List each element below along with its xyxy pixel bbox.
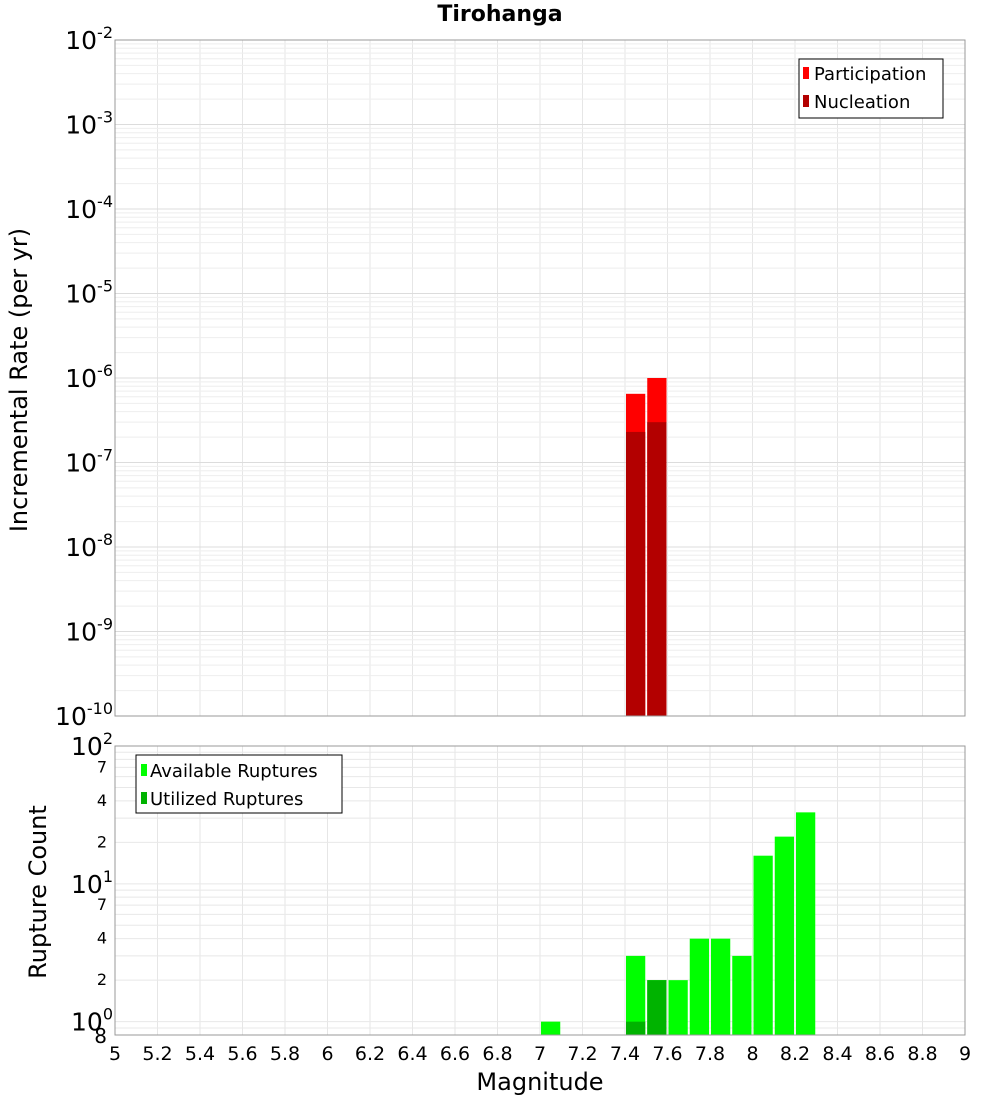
y-tick-label: 10-4	[65, 192, 113, 224]
x-tick-label: 6.2	[355, 1043, 385, 1065]
bar-available-ruptures	[668, 980, 688, 1035]
bar-available-ruptures	[711, 938, 731, 1035]
legend-swatch-nucleation	[803, 95, 809, 107]
top-plot-bars	[626, 378, 667, 716]
x-tick-label: 6	[321, 1043, 333, 1065]
bar-utilized-ruptures	[626, 1021, 646, 1035]
y-tick-label: 101	[71, 867, 113, 899]
x-tick-label: 7.8	[695, 1043, 725, 1065]
y-tick-label: 10-10	[55, 699, 113, 731]
top-legend: Participation Nucleation	[798, 58, 944, 119]
bar-nucleation	[626, 431, 646, 716]
y-tick-label: 2	[97, 832, 107, 851]
bar-available-ruptures	[541, 1021, 561, 1035]
x-tick-label: 8.6	[865, 1043, 895, 1065]
y-tick-label: 2	[97, 970, 107, 989]
top-y-axis-label: Incremental Rate (per yr)	[5, 228, 33, 532]
y-tick-label: 7	[97, 757, 107, 776]
y-tick-label: 4	[97, 929, 107, 948]
legend-swatch-participation	[803, 67, 809, 79]
legend-label-nucleation: Nucleation	[814, 92, 910, 113]
top-y-tick-labels: 10-2 10-3 10-4 10-5 10-6 10-7 10-8 10-9 10-10	[55, 23, 113, 731]
x-tick-label: 7.2	[567, 1043, 597, 1065]
y-tick-label: 10-2	[65, 23, 113, 55]
bar-available-ruptures	[774, 836, 794, 1035]
legend-label-utilized: Utilized Ruptures	[150, 789, 303, 810]
y-tick-label: 102	[71, 729, 113, 761]
y-tick-label: 7	[97, 895, 107, 914]
bar-utilized-ruptures	[647, 980, 667, 1035]
bar-available-ruptures	[753, 855, 773, 1035]
bar-available-ruptures	[626, 955, 646, 1035]
bottom-plot-frame	[114, 745, 966, 1036]
x-tick-label: 8	[746, 1043, 758, 1065]
x-axis-label: Magnitude	[476, 1068, 603, 1096]
x-tick-label: 6.8	[482, 1043, 512, 1065]
x-tick-label: 7.6	[652, 1043, 682, 1065]
x-tick-label: 5.2	[142, 1043, 172, 1065]
y-tick-label: 10-5	[65, 277, 113, 309]
x-tick-labels: 5 5.2 5.4 5.6 5.8 6 6.2 6.4 6.6 6.8 7 7.2 7.4 7.6 7.8 8…	[109, 1043, 971, 1065]
x-tick-label: 6.4	[397, 1043, 427, 1065]
legend-label-available: Available Ruptures	[150, 761, 318, 782]
x-tick-label: 9	[959, 1043, 971, 1065]
bar-available-ruptures	[689, 938, 709, 1035]
bottom-y-axis-label: Rupture Count	[24, 805, 52, 979]
bottom-legend: Available Ruptures Utilized Ruptures	[135, 754, 343, 814]
top-plot-frame	[114, 39, 966, 717]
x-tick-label: 7	[534, 1043, 546, 1065]
y-tick-label: 10-7	[65, 446, 113, 478]
y-tick-label: 10-6	[65, 361, 113, 393]
x-tick-label: 5.4	[185, 1043, 215, 1065]
y-tick-label: 4	[97, 791, 107, 810]
x-tick-label: 5.6	[227, 1043, 257, 1065]
x-tick-label: 5.8	[270, 1043, 300, 1065]
x-tick-label: 8.8	[907, 1043, 937, 1065]
x-tick-label: 6.6	[440, 1043, 470, 1065]
x-tick-label: 8.4	[822, 1043, 852, 1065]
y-tick-label: 10-8	[65, 530, 113, 562]
legend-swatch-utilized	[141, 792, 147, 804]
chart-title: Tirohanga	[437, 2, 563, 27]
y-tick-label: 8	[94, 1024, 107, 1048]
bar-available-ruptures	[796, 812, 816, 1035]
x-tick-label: 8.2	[780, 1043, 810, 1065]
y-tick-label: 100	[71, 1005, 113, 1037]
bar-nucleation	[647, 422, 667, 716]
y-tick-label: 10-3	[65, 108, 113, 140]
bar-available-ruptures	[732, 955, 752, 1035]
legend-swatch-available	[141, 764, 147, 776]
bottom-plot-bars	[541, 812, 816, 1035]
y-tick-label: 10-9	[65, 615, 113, 647]
legend-label-participation: Participation	[814, 64, 926, 85]
x-tick-label: 5	[109, 1043, 121, 1065]
x-tick-label: 7.4	[610, 1043, 640, 1065]
top-plot-grid	[114, 40, 966, 717]
